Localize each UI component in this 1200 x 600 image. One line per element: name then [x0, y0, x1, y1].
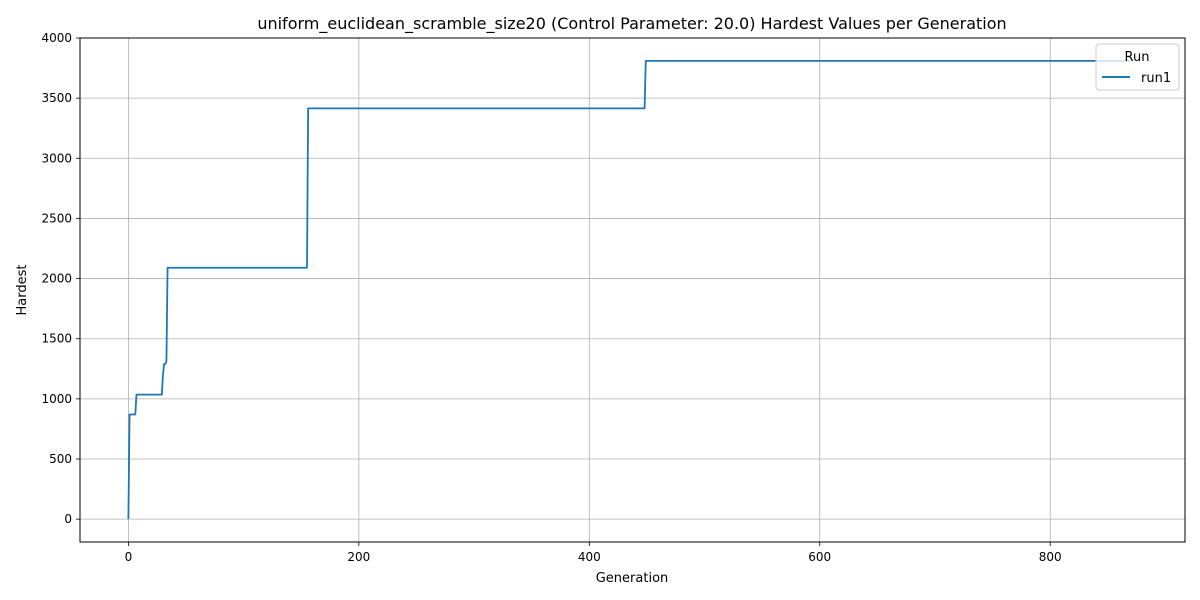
y-tick-label: 2500 [41, 211, 72, 225]
y-axis-label: Hardest [15, 265, 30, 316]
plot-area [127, 59, 1131, 520]
legend-title: Run [1125, 50, 1150, 65]
y-tick-label: 1500 [41, 332, 72, 346]
x-tick-label: 600 [808, 550, 831, 564]
x-tick-label: 400 [578, 550, 601, 564]
y-tick-label: 1000 [41, 392, 72, 406]
x-tick-label: 0 [125, 550, 133, 564]
y-tick-label: 4000 [41, 31, 72, 45]
grid [80, 37, 1185, 542]
chart-title: uniform_euclidean_scramble_size20 (Contr… [257, 14, 1006, 34]
y-tick-label: 0 [64, 512, 72, 526]
y-tick-label: 500 [49, 452, 72, 466]
series-line-run1 [127, 59, 1131, 520]
legend-label-run1: run1 [1141, 71, 1171, 86]
legend: Run run1 [1095, 43, 1180, 91]
x-axis-ticks: 0 200 400 600 800 [125, 542, 1062, 564]
plot-frame [79, 37, 1186, 543]
x-tick-label: 200 [347, 550, 370, 564]
y-tick-label: 3500 [41, 91, 72, 105]
y-tick-label: 3000 [41, 151, 72, 165]
y-axis-ticks: 0 500 1000 1500 2000 2500 3000 3500 4000 [41, 31, 80, 526]
y-tick-label: 2000 [41, 272, 72, 286]
x-axis-label: Generation [596, 571, 669, 586]
legend-box [1095, 43, 1180, 91]
x-tick-label: 800 [1039, 550, 1062, 564]
